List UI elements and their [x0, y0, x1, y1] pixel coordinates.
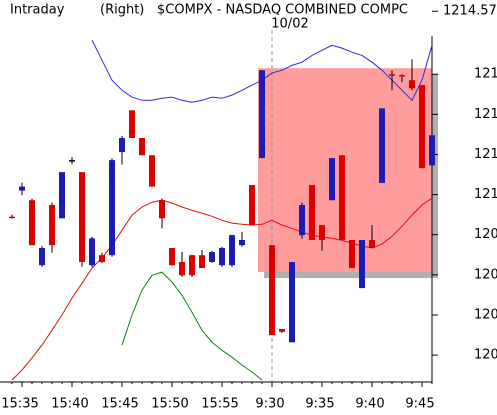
candle-body	[169, 247, 175, 266]
candle-body	[389, 74, 395, 76]
candle-body	[29, 200, 35, 246]
y-tick-label: 1208	[474, 267, 497, 282]
candle-body	[39, 247, 45, 266]
candle-body	[219, 247, 225, 266]
x-tick-label: 15:50	[151, 397, 188, 412]
candle-body	[409, 80, 415, 89]
candle-body	[419, 85, 425, 169]
x-tick-label: 9:35	[305, 397, 334, 412]
candle-body	[159, 200, 165, 219]
candle-body	[89, 238, 95, 266]
candle-body	[399, 75, 405, 77]
x-tick-label: 15:40	[51, 397, 88, 412]
candle-body	[189, 255, 195, 276]
candle-body	[149, 155, 155, 187]
candle-body	[259, 70, 265, 159]
candle-body	[369, 239, 375, 248]
candle-body	[209, 251, 215, 263]
candle-body	[329, 158, 335, 201]
candle-body	[59, 172, 65, 219]
candle-body	[239, 239, 245, 246]
y-tick-label: 1212	[474, 107, 497, 122]
x-tick-label: 15:45	[101, 397, 138, 412]
x-tick-label: 9:45	[405, 397, 434, 412]
y-tick-label: 1206	[474, 348, 497, 363]
candle-body	[379, 108, 385, 183]
x-tick-label: 9:40	[355, 397, 384, 412]
candle-body	[319, 225, 325, 240]
date-label: 10/02	[271, 17, 308, 32]
candle-body	[309, 184, 315, 240]
candle-body	[19, 186, 25, 191]
candle-body	[289, 262, 295, 343]
y-tick-label: 1213	[474, 67, 497, 82]
candle-body	[359, 239, 365, 289]
candle-body	[269, 245, 275, 336]
candle-body	[229, 235, 235, 266]
y-tick-label: 1210	[474, 187, 497, 202]
candle-body	[109, 160, 115, 256]
candle-body	[9, 216, 15, 219]
x-tick-label: 9:30	[255, 397, 284, 412]
chart-subtitle: (Right)	[100, 3, 144, 18]
y-tick-label: 1207	[474, 307, 497, 322]
candle-body	[299, 205, 305, 236]
chart-title: Intraday	[10, 3, 65, 18]
candle-body	[99, 255, 105, 263]
candle-body	[349, 239, 355, 269]
candle-body	[249, 184, 255, 226]
candle-body	[429, 135, 435, 166]
symbol-label: $COMPX - NASDAQ COMBINED COMPC	[157, 3, 408, 18]
band-line	[121, 271, 263, 381]
x-tick-label: 15:55	[201, 397, 238, 412]
y-tick-label: 1214.57	[443, 4, 497, 19]
label-mask	[440, 0, 497, 20]
candle-body	[79, 172, 85, 263]
candle-body	[129, 110, 135, 139]
candle-body	[49, 205, 55, 246]
candle-body	[179, 262, 185, 276]
candle-body	[199, 255, 205, 269]
candle-body	[279, 329, 285, 332]
x-tick-label: 15:35	[1, 397, 38, 412]
candle-body	[139, 138, 145, 156]
candle-body	[119, 138, 125, 153]
candle-body	[69, 160, 75, 162]
y-tick-label: 1209	[474, 227, 497, 242]
candle-body	[339, 155, 345, 240]
